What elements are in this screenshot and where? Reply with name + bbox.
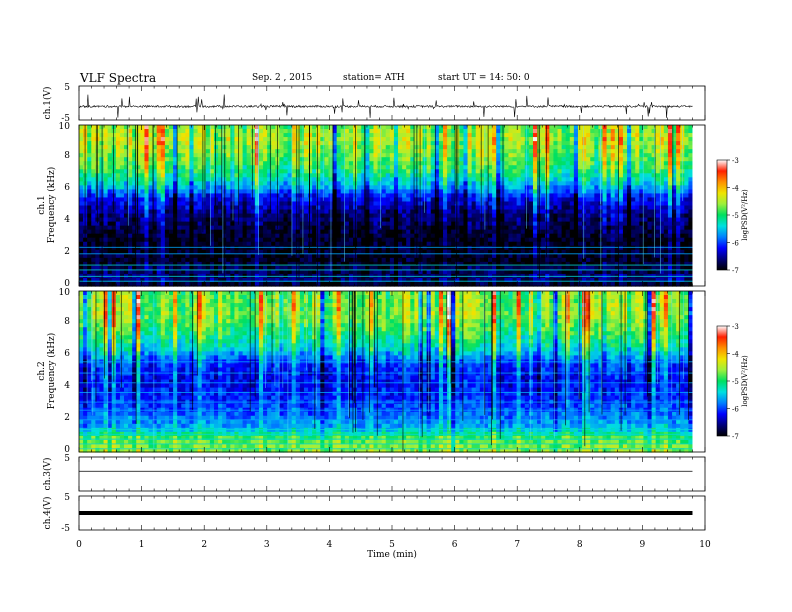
colorbar-tick-label: -3	[732, 157, 739, 165]
ch1-spec-ytick-6: 6	[64, 183, 70, 193]
colorbar-tick-label: -5	[732, 378, 739, 386]
ch3-waveform-panel: 5 ch.3(V)	[42, 454, 705, 491]
vlf-figure: 5 -5 ch.1(V) 0 2 4 6 8 10 ch.1Frequency …	[0, 0, 792, 612]
ch1-frame	[79, 86, 705, 120]
x-axis-tick-label: 0	[76, 540, 82, 550]
x-axis-tick-label: 10	[699, 540, 711, 550]
ch2-colorbar-label: logPSD(V²/Hz)	[741, 355, 749, 407]
ch1-spectrogram	[79, 125, 705, 287]
ch1-waveform	[79, 95, 693, 118]
ch1-spectrogram-panel: 0 2 4 6 8 10 ch.1Frequency (kHz) -3-4-5-…	[37, 122, 749, 289]
x-axis-tick-label: 6	[452, 540, 458, 550]
ch1-colorbar-label: logPSD(V²/Hz)	[741, 189, 749, 241]
x-axis-tick-label: 2	[201, 540, 207, 550]
colorbar-tick-label: -7	[732, 267, 739, 275]
ch1-ytick-top: 5	[64, 83, 70, 93]
x-axis-tick-label: 5	[389, 540, 395, 550]
ch1-spec-ytick-10: 10	[59, 122, 71, 132]
ch1-spec-ytick-4: 4	[64, 215, 70, 225]
ch2-spec-ytick-10: 10	[59, 288, 71, 298]
colorbar-tick-label: -7	[732, 433, 739, 441]
ch1-ticks	[79, 86, 705, 120]
x-axis-tick-label: 1	[139, 540, 145, 550]
colorbar-tick-label: -6	[732, 240, 739, 248]
colorbar-tick-label: -4	[732, 351, 739, 359]
ch2-spec-ytick-8: 8	[64, 317, 70, 327]
ch2-colorbar-ticks: -3 -4 -5 -6 -7	[727, 323, 739, 441]
ch3-ticks	[79, 457, 705, 491]
ch1-ylabel: ch.1(V)	[42, 87, 53, 120]
ch2-spectrogram-panel: 0 2 4 6 8 10 ch.2Frequency (kHz) -3-4-5-…	[37, 288, 749, 455]
x-axis-tick-label: 7	[514, 540, 520, 550]
ch2-spec-ytick-4: 4	[64, 381, 70, 391]
ch1-spec-ytick-8: 8	[64, 151, 70, 161]
ch2-spec-ytick-6: 6	[64, 349, 70, 359]
ch4-ylabel: ch.4(V)	[42, 497, 53, 530]
x-axis-tick-label: 3	[264, 540, 270, 550]
x-axis-label: Time (min)	[367, 549, 417, 560]
ch3-ylabel: ch.3(V)	[42, 458, 53, 491]
ch2-spec-ylabel: ch.2Frequency (kHz)	[37, 333, 57, 410]
ch3-ytick-top: 5	[64, 454, 70, 464]
ch2-spectrogram	[79, 291, 705, 453]
ch4-waveform-panel: 5 -5 ch.4(V)	[42, 493, 705, 534]
x-axis-tick-label: 4	[327, 540, 333, 550]
colorbar-tick-label: -6	[732, 406, 739, 414]
colorbar-tick-label: -3	[732, 323, 739, 331]
ch4-ytick-top: 5	[64, 493, 70, 503]
ch3-frame	[79, 457, 705, 491]
ch1-spec-ytick-2: 2	[64, 247, 70, 257]
x-axis-tick-label: 8	[577, 540, 583, 550]
ch4-ytick-bottom: -5	[61, 524, 70, 534]
ch2-spec-ytick-2: 2	[64, 413, 70, 423]
ch2-colorbar	[717, 326, 727, 436]
x-axis-tick-label: 9	[640, 540, 646, 550]
ch1-colorbar-ticks: -3 -4 -5 -6 -7	[727, 157, 739, 275]
colorbar-tick-label: -5	[732, 212, 739, 220]
ch1-spec-ylabel: ch.1Frequency (kHz)	[37, 167, 57, 244]
x-axis-tick-labels: 0 1 2 3 4 5 6 7 8 9 10	[76, 540, 711, 550]
ch1-waveform-panel: 5 -5 ch.1(V)	[42, 83, 705, 124]
ch1-colorbar	[717, 160, 727, 270]
colorbar-tick-label: -4	[732, 185, 739, 193]
